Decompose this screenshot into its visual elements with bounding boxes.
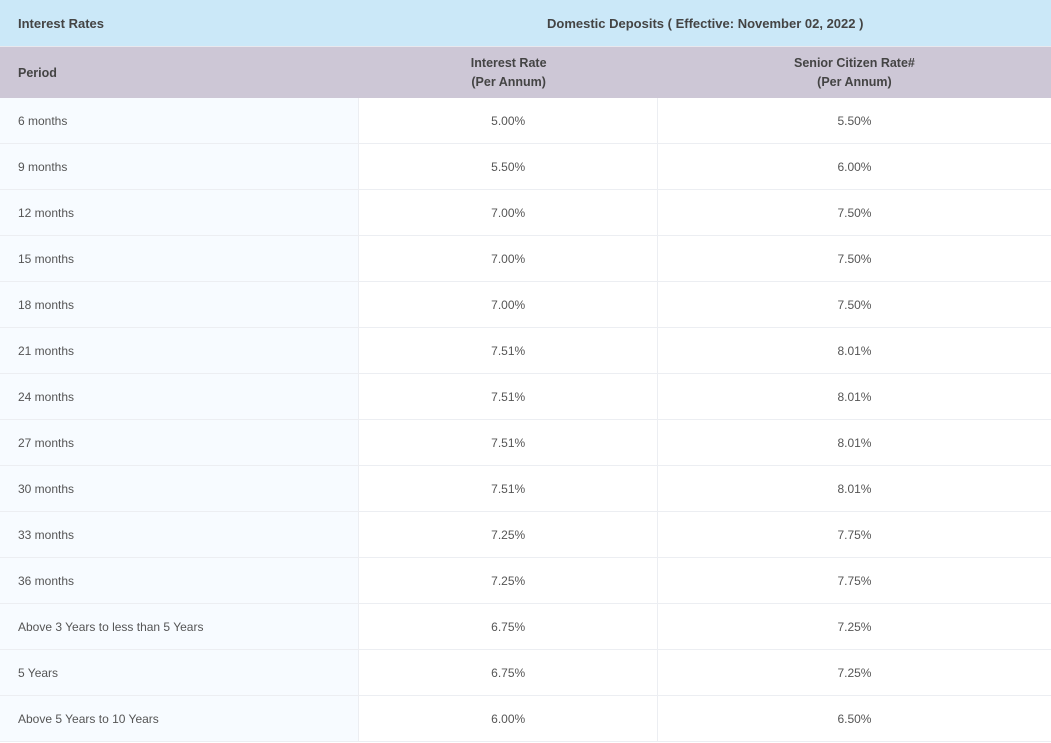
cell-period: 30 months bbox=[0, 466, 359, 511]
cell-period: Above 3 Years to less than 5 Years bbox=[0, 604, 359, 649]
header-row: Period Interest Rate (Per Annum) Senior … bbox=[0, 46, 1051, 98]
cell-period: 12 months bbox=[0, 190, 359, 235]
cell-rate: 7.51% bbox=[359, 374, 657, 419]
table-row: 5 Years6.75%7.25% bbox=[0, 650, 1051, 696]
cell-senior: 7.75% bbox=[658, 512, 1051, 557]
table-row: 12 months7.00%7.50% bbox=[0, 190, 1051, 236]
cell-senior: 7.25% bbox=[658, 650, 1051, 695]
cell-rate: 6.75% bbox=[359, 604, 657, 649]
table-row: 30 months7.51%8.01% bbox=[0, 466, 1051, 512]
cell-senior: 8.01% bbox=[658, 420, 1051, 465]
header-senior-line1: Senior Citizen Rate# bbox=[794, 56, 915, 70]
header-period: Period bbox=[0, 66, 359, 80]
table-row: 24 months7.51%8.01% bbox=[0, 374, 1051, 420]
cell-senior: 7.50% bbox=[658, 190, 1051, 235]
cell-rate: 6.00% bbox=[359, 696, 657, 741]
cell-senior: 7.25% bbox=[658, 604, 1051, 649]
table-row: 6 months5.00%5.50% bbox=[0, 98, 1051, 144]
cell-period: 27 months bbox=[0, 420, 359, 465]
cell-senior: 7.50% bbox=[658, 236, 1051, 281]
cell-period: 21 months bbox=[0, 328, 359, 373]
cell-rate: 7.00% bbox=[359, 190, 657, 235]
cell-period: 33 months bbox=[0, 512, 359, 557]
cell-rate: 7.51% bbox=[359, 328, 657, 373]
cell-senior: 5.50% bbox=[658, 98, 1051, 143]
table-row: 27 months7.51%8.01% bbox=[0, 420, 1051, 466]
cell-rate: 7.51% bbox=[359, 466, 657, 511]
cell-rate: 5.00% bbox=[359, 98, 657, 143]
cell-senior: 6.50% bbox=[658, 696, 1051, 741]
table-row: 33 months7.25%7.75% bbox=[0, 512, 1051, 558]
cell-period: 24 months bbox=[0, 374, 359, 419]
table-row: 36 months7.25%7.75% bbox=[0, 558, 1051, 604]
cell-period: 15 months bbox=[0, 236, 359, 281]
cell-period: 6 months bbox=[0, 98, 359, 143]
cell-rate: 7.00% bbox=[359, 282, 657, 327]
cell-rate: 7.25% bbox=[359, 512, 657, 557]
interest-rates-table: Interest Rates Domestic Deposits ( Effec… bbox=[0, 0, 1051, 742]
table-row: 9 months5.50%6.00% bbox=[0, 144, 1051, 190]
table-row: Above 3 Years to less than 5 Years6.75%7… bbox=[0, 604, 1051, 650]
rows-container: 6 months5.00%5.50%9 months5.50%6.00%12 m… bbox=[0, 98, 1051, 742]
cell-senior: 8.01% bbox=[658, 374, 1051, 419]
title-row: Interest Rates Domestic Deposits ( Effec… bbox=[0, 0, 1051, 46]
table-row: 15 months7.00%7.50% bbox=[0, 236, 1051, 282]
table-row: 21 months7.51%8.01% bbox=[0, 328, 1051, 374]
cell-period: Above 5 Years to 10 Years bbox=[0, 696, 359, 741]
cell-period: 9 months bbox=[0, 144, 359, 189]
cell-senior: 7.75% bbox=[658, 558, 1051, 603]
cell-senior: 8.01% bbox=[658, 466, 1051, 511]
cell-senior: 8.01% bbox=[658, 328, 1051, 373]
cell-period: 36 months bbox=[0, 558, 359, 603]
table-row: Above 5 Years to 10 Years6.00%6.50% bbox=[0, 696, 1051, 742]
header-rate-line2: (Per Annum) bbox=[471, 75, 546, 89]
header-senior-line2: (Per Annum) bbox=[817, 75, 892, 89]
header-rate-line1: Interest Rate bbox=[471, 56, 547, 70]
header-senior: Senior Citizen Rate# (Per Annum) bbox=[658, 54, 1051, 92]
cell-rate: 7.51% bbox=[359, 420, 657, 465]
title-right: Domestic Deposits ( Effective: November … bbox=[359, 16, 1051, 31]
cell-senior: 7.50% bbox=[658, 282, 1051, 327]
table-row: 18 months7.00%7.50% bbox=[0, 282, 1051, 328]
title-left: Interest Rates bbox=[0, 16, 359, 31]
cell-senior: 6.00% bbox=[658, 144, 1051, 189]
cell-rate: 7.00% bbox=[359, 236, 657, 281]
cell-period: 18 months bbox=[0, 282, 359, 327]
cell-rate: 6.75% bbox=[359, 650, 657, 695]
header-rate: Interest Rate (Per Annum) bbox=[359, 54, 657, 92]
cell-rate: 5.50% bbox=[359, 144, 657, 189]
cell-period: 5 Years bbox=[0, 650, 359, 695]
cell-rate: 7.25% bbox=[359, 558, 657, 603]
